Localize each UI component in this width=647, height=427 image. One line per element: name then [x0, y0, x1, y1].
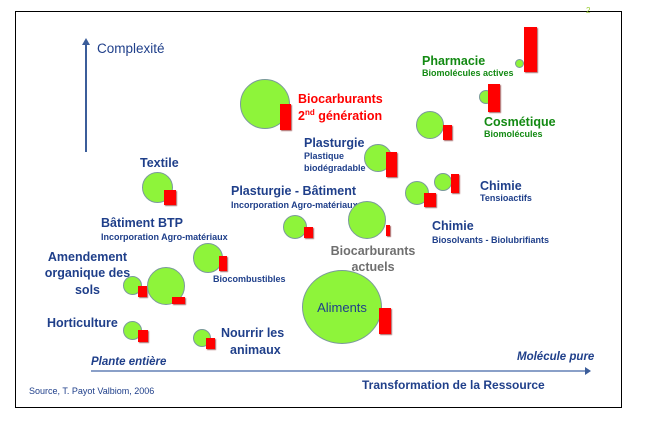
bar-plasturgie [386, 152, 397, 177]
y-axis-arrow [85, 44, 87, 152]
sub-cosmetique: Biomolécules [484, 129, 543, 139]
bar-biocombustibles [219, 256, 227, 271]
x-axis-right-label: Molécule pure [517, 351, 595, 363]
x-axis-left-label: Plante entière [91, 356, 167, 368]
arrow-up-icon [82, 38, 90, 45]
label-nourrir-2: animaux [230, 343, 281, 357]
sub-batiment-btp: Incorporation Agro-matériaux [101, 232, 228, 242]
bubble-amendement [123, 276, 142, 295]
sub-plasturgie-2: biodégradable [304, 163, 366, 173]
bar-amendement-2 [172, 297, 185, 304]
label-chimie-bio: Chimie [432, 219, 474, 233]
page-number: 2 [586, 6, 591, 15]
sub-chimie-bio: Biosolvants - Biolubrifiants [432, 235, 550, 245]
label-amendement-3: sols [74, 283, 100, 297]
sub-chimie-tensio: Tensioactifs [480, 193, 532, 203]
label-biocarburants-2g: Biocarburants [298, 92, 383, 106]
label-horticulture: Horticulture [47, 316, 118, 330]
x-axis-title: Transformation de la Ressource [362, 378, 545, 392]
bubble-pharmacie [515, 59, 524, 68]
label-textile: Textile [140, 156, 179, 170]
bar-cosmetique-small [488, 84, 500, 112]
source-note: Source, T. Payot Valbiom, 2006 [29, 386, 155, 396]
bar-nourrir [206, 338, 215, 349]
superscript: nd [304, 108, 315, 117]
bar-horticulture [138, 330, 148, 342]
sub-plasturgie-1: Plastique [304, 151, 345, 161]
bar-aliments [379, 308, 391, 334]
bar-plasturgie-batiment [304, 227, 313, 238]
diagram-frame [15, 11, 622, 408]
label-cosmetique: Cosmétique [484, 115, 556, 129]
bubble-cosmetique [416, 111, 444, 139]
label-nourrir-1: Nourrir les [221, 326, 285, 340]
bubble-aliments: Aliments [302, 270, 382, 344]
label-biocarburants-actuels: Biocarburants [330, 244, 416, 258]
bar-biocarburants-2g [280, 104, 291, 130]
bar-biocarburants-actuels [386, 225, 390, 236]
sub-pharmacie: Biomolécules actives [422, 68, 514, 78]
label-biocarburants-2g-line2: 2nd génération [298, 109, 382, 123]
bar-amendement [138, 286, 147, 297]
label-plasturgie-batiment: Plasturgie - Bâtiment [231, 184, 357, 198]
sub-plasturgie-batiment: Incorporation Agro-matériaux [231, 200, 358, 210]
label-amendement-2: organique des [44, 266, 131, 280]
label-amendement-1: Amendement [47, 250, 128, 264]
bubble-chimie-tensio [434, 173, 452, 191]
bar-pharmacie [524, 27, 537, 72]
bar-textile [164, 190, 176, 205]
label-batiment-btp: Bâtiment BTP [101, 216, 183, 230]
label-biocarburants-actuels-2: actuels [351, 260, 395, 274]
text: 2 [298, 109, 305, 124]
text: génération [314, 109, 383, 124]
label-biocombustibles: Biocombustibles [213, 274, 286, 284]
y-axis-label: Complexité [97, 41, 165, 56]
bar-chimie-tensio [451, 174, 459, 193]
arrow-right-icon [585, 367, 591, 375]
label-chimie-tensio: Chimie [480, 179, 522, 193]
label-plasturgie: Plasturgie [304, 136, 365, 150]
label-pharmacie: Pharmacie [422, 54, 486, 68]
bar-cosmetique [443, 125, 452, 140]
bubble-biocarburants-actuels [348, 201, 386, 239]
label-aliments: Aliments [317, 299, 367, 315]
x-axis-arrow [91, 370, 586, 372]
bar-chimie-2 [424, 193, 436, 207]
